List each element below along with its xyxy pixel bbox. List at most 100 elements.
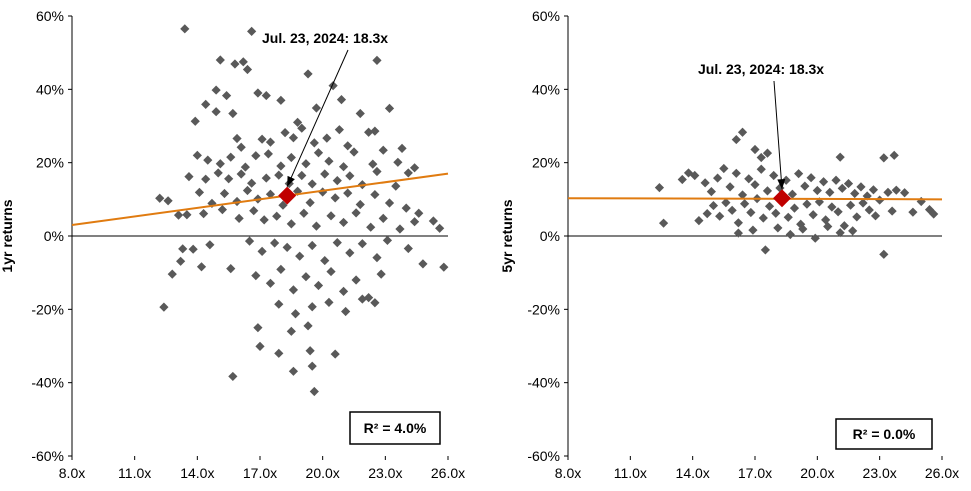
data-point	[744, 174, 754, 184]
data-point	[395, 224, 405, 234]
chart-1yr-returns: 60% 40% 20% 0% -20% -40% -60%8.0x 11.0x 14.0x 17.…	[0, 8, 465, 481]
r-squared-label: R² = 4.0%	[364, 420, 427, 436]
data-point	[403, 243, 413, 254]
data-point	[781, 175, 791, 185]
data-point	[372, 166, 382, 177]
annotation-arrow	[773, 80, 783, 190]
data-point	[800, 181, 810, 191]
data-point	[309, 386, 319, 397]
data-point	[224, 174, 234, 184]
data-point	[733, 218, 743, 228]
data-point	[274, 170, 284, 180]
data-point	[439, 262, 449, 272]
data-point	[234, 213, 244, 223]
data-point	[332, 176, 342, 186]
data-point	[708, 200, 719, 211]
y-tick-label: 40%	[532, 81, 560, 97]
x-tick-label: 17.0x	[243, 465, 277, 481]
data-point	[251, 151, 261, 161]
data-point	[802, 199, 812, 209]
data-point	[428, 216, 438, 226]
r-squared-box	[835, 418, 933, 450]
data-point	[311, 103, 321, 113]
data-point	[435, 223, 445, 233]
data-point	[345, 248, 355, 258]
data-point	[831, 175, 841, 185]
data-point	[357, 294, 367, 304]
data-point	[211, 85, 221, 95]
data-point	[338, 162, 349, 172]
data-point	[192, 150, 202, 160]
data-point	[737, 127, 748, 137]
data-point	[201, 99, 211, 109]
data-point	[288, 285, 299, 295]
data-point	[908, 207, 918, 217]
x-tick-label: 23.0x	[863, 465, 897, 481]
data-point	[658, 218, 669, 228]
data-point	[247, 26, 257, 36]
data-point	[391, 181, 401, 191]
data-point	[833, 207, 843, 217]
data-point	[355, 108, 365, 119]
data-point	[286, 152, 296, 163]
data-point	[184, 172, 194, 182]
data-point	[756, 152, 766, 163]
data-point	[320, 169, 330, 179]
data-point	[858, 198, 868, 208]
data-point	[808, 210, 818, 220]
data-point	[236, 169, 246, 179]
data-point	[313, 148, 324, 158]
data-point	[332, 238, 342, 248]
y-tick-label: -20%	[31, 301, 64, 317]
data-point	[201, 174, 211, 184]
data-point	[900, 188, 910, 198]
data-point	[787, 189, 797, 199]
data-point	[785, 229, 795, 240]
data-point	[324, 297, 334, 307]
data-point	[818, 177, 829, 187]
data-point	[318, 187, 328, 197]
data-point	[286, 326, 296, 336]
data-point	[232, 133, 242, 144]
data-point	[343, 188, 353, 198]
data-point	[305, 346, 315, 356]
data-point	[864, 205, 874, 215]
data-point	[343, 141, 353, 151]
data-point	[810, 233, 820, 243]
data-point	[338, 286, 349, 296]
data-point	[261, 90, 271, 101]
data-point	[265, 278, 276, 288]
data-point	[677, 174, 687, 185]
data-point	[328, 81, 338, 91]
data-point	[384, 198, 395, 208]
data-point	[700, 178, 710, 188]
data-point	[690, 170, 700, 181]
data-point	[326, 211, 336, 221]
data-point	[393, 157, 403, 167]
data-point	[293, 117, 303, 127]
data-point	[794, 169, 804, 179]
data-point	[236, 142, 246, 152]
data-point	[798, 224, 808, 234]
data-point	[159, 302, 169, 312]
data-point	[249, 206, 259, 216]
data-point	[835, 228, 845, 238]
chart-5yr-returns: 60% 40% 20% 0% -20% -40% -60%8.0x 11.0x 14.0x 17.…	[499, 8, 959, 481]
y-tick-label: -40%	[31, 375, 64, 391]
data-point	[349, 147, 359, 157]
data-point	[706, 187, 716, 197]
data-point	[713, 173, 723, 183]
data-point	[307, 179, 317, 189]
data-point	[702, 209, 712, 219]
x-tick-label: 11.0x	[614, 465, 647, 481]
data-point	[253, 323, 263, 333]
data-point	[812, 185, 822, 196]
data-point	[180, 24, 190, 34]
data-point	[879, 249, 889, 259]
data-point	[190, 116, 200, 126]
data-point	[414, 208, 424, 218]
data-point	[199, 209, 209, 219]
data-point	[773, 223, 783, 233]
data-point	[345, 171, 355, 181]
data-point	[297, 123, 307, 133]
